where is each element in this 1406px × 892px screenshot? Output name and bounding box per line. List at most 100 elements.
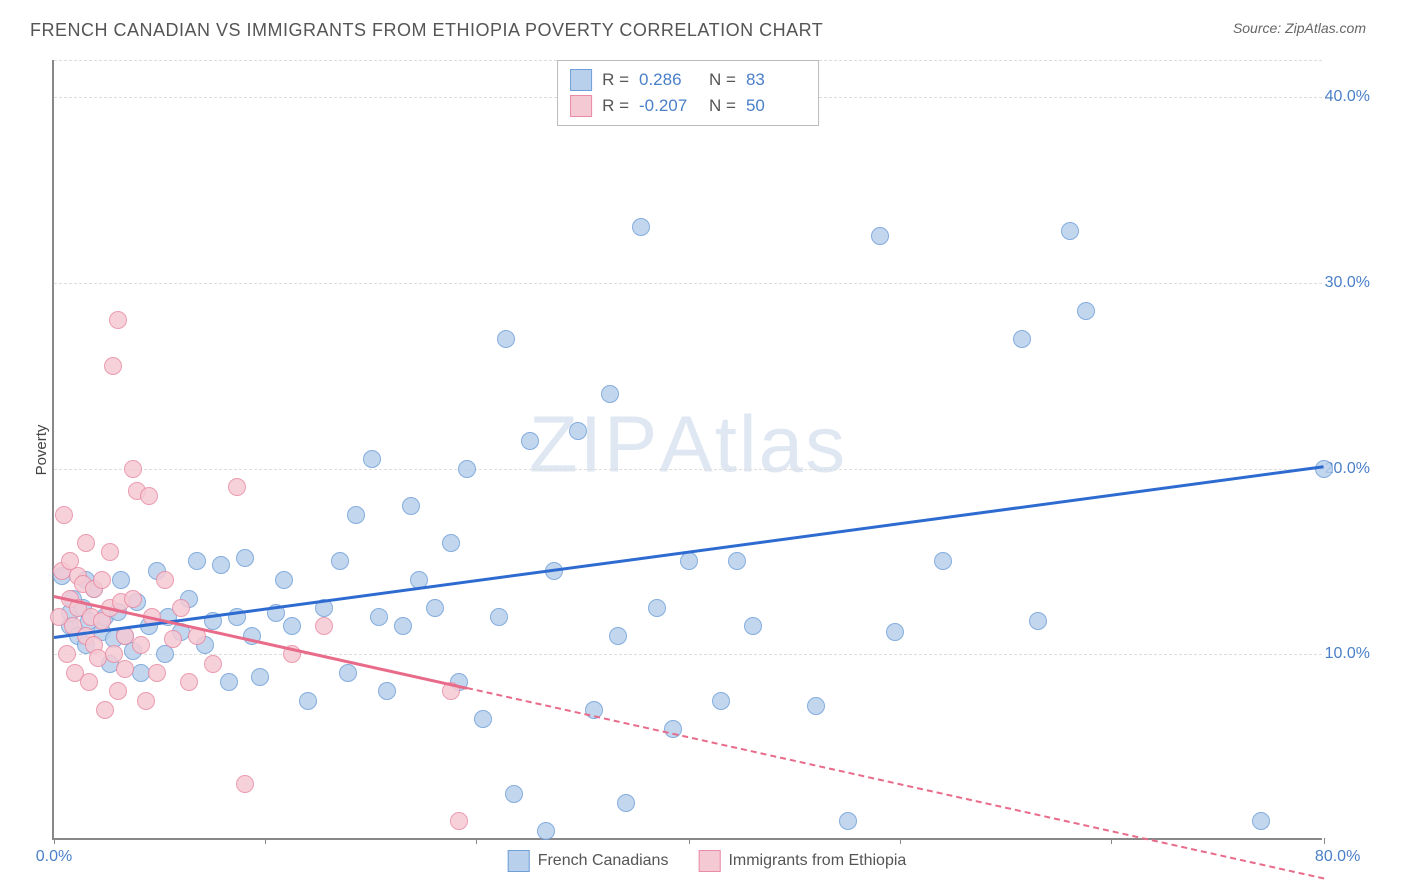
x-tick xyxy=(1324,838,1325,844)
data-point xyxy=(839,812,857,830)
data-point xyxy=(1061,222,1079,240)
data-point xyxy=(807,697,825,715)
data-point xyxy=(1252,812,1270,830)
legend-stat-row: R = 0.286 N = 83 xyxy=(570,67,806,93)
data-point xyxy=(275,571,293,589)
x-tick xyxy=(1111,838,1112,844)
data-point xyxy=(236,549,254,567)
legend-correlation-box: R = 0.286 N = 83 R = -0.207 N = 50 xyxy=(557,60,819,126)
data-point xyxy=(426,599,444,617)
data-point xyxy=(228,478,246,496)
data-point xyxy=(728,552,746,570)
data-point xyxy=(96,701,114,719)
plot-area: ZIPAtlas R =0.286N =83R =-0.207N =50 10.… xyxy=(52,60,1322,840)
gridline xyxy=(54,654,1322,655)
r-label: R = xyxy=(602,96,629,116)
data-point xyxy=(871,227,889,245)
data-point xyxy=(1029,612,1047,630)
x-tick xyxy=(54,838,55,844)
data-point xyxy=(886,623,904,641)
data-point xyxy=(648,599,666,617)
r-value: -0.207 xyxy=(639,96,699,116)
n-label: N = xyxy=(709,70,736,90)
data-point xyxy=(299,692,317,710)
r-value: 0.286 xyxy=(639,70,699,90)
chart-container: Poverty ZIPAtlas R =0.286N =83R =-0.207N… xyxy=(52,60,1362,840)
x-tick-label: 80.0% xyxy=(1315,848,1360,866)
data-point xyxy=(109,311,127,329)
data-point xyxy=(124,460,142,478)
data-point xyxy=(220,673,238,691)
data-point xyxy=(236,775,254,793)
data-point xyxy=(442,534,460,552)
watermark: ZIPAtlas xyxy=(529,398,847,490)
x-tick xyxy=(476,838,477,844)
legend-swatch xyxy=(570,69,592,91)
data-point xyxy=(164,630,182,648)
legend-stat-row: R = -0.207 N = 50 xyxy=(570,93,806,119)
legend-swatch xyxy=(698,850,720,872)
data-point xyxy=(331,552,349,570)
data-point xyxy=(283,617,301,635)
data-point xyxy=(58,645,76,663)
legend-swatch xyxy=(508,850,530,872)
data-point xyxy=(617,794,635,812)
data-point xyxy=(497,330,515,348)
gridline xyxy=(54,283,1322,284)
data-point xyxy=(402,497,420,515)
data-point xyxy=(347,506,365,524)
data-point xyxy=(148,664,166,682)
x-tick xyxy=(900,838,901,844)
data-point xyxy=(521,432,539,450)
data-point xyxy=(474,710,492,728)
n-label: N = xyxy=(709,96,736,116)
data-point xyxy=(569,422,587,440)
data-point xyxy=(140,487,158,505)
data-point xyxy=(156,571,174,589)
data-point xyxy=(1013,330,1031,348)
r-label: R = xyxy=(602,70,629,90)
legend-series: French Canadians Immigrants from Ethiopia xyxy=(508,850,907,872)
data-point xyxy=(490,608,508,626)
x-tick-label: 0.0% xyxy=(36,848,72,866)
x-tick xyxy=(265,838,266,844)
data-point xyxy=(609,627,627,645)
data-point xyxy=(680,552,698,570)
data-point xyxy=(124,590,142,608)
chart-title: FRENCH CANADIAN VS IMMIGRANTS FROM ETHIO… xyxy=(30,20,823,41)
data-point xyxy=(132,636,150,654)
data-point xyxy=(744,617,762,635)
data-point xyxy=(632,218,650,236)
data-point xyxy=(109,682,127,700)
data-point xyxy=(116,660,134,678)
data-point xyxy=(394,617,412,635)
n-value: 83 xyxy=(746,70,806,90)
data-point xyxy=(458,460,476,478)
source-attribution: Source: ZipAtlas.com xyxy=(1233,20,1366,36)
data-point xyxy=(370,608,388,626)
legend-label: French Canadians xyxy=(538,852,669,870)
data-point xyxy=(537,822,555,840)
data-point xyxy=(251,668,269,686)
data-point xyxy=(315,617,333,635)
data-point xyxy=(712,692,730,710)
y-tick-label: 10.0% xyxy=(1325,645,1370,663)
x-tick xyxy=(689,838,690,844)
legend-swatch xyxy=(570,95,592,117)
y-tick-label: 40.0% xyxy=(1325,88,1370,106)
data-point xyxy=(363,450,381,468)
data-point xyxy=(450,812,468,830)
legend-item: Immigrants from Ethiopia xyxy=(698,850,906,872)
data-point xyxy=(204,655,222,673)
legend-label: Immigrants from Ethiopia xyxy=(728,852,906,870)
legend-item: French Canadians xyxy=(508,850,669,872)
data-point xyxy=(77,534,95,552)
data-point xyxy=(112,571,130,589)
n-value: 50 xyxy=(746,96,806,116)
data-point xyxy=(137,692,155,710)
y-axis-label: Poverty xyxy=(33,425,50,476)
y-tick-label: 30.0% xyxy=(1325,274,1370,292)
data-point xyxy=(55,506,73,524)
data-point xyxy=(505,785,523,803)
data-point xyxy=(934,552,952,570)
